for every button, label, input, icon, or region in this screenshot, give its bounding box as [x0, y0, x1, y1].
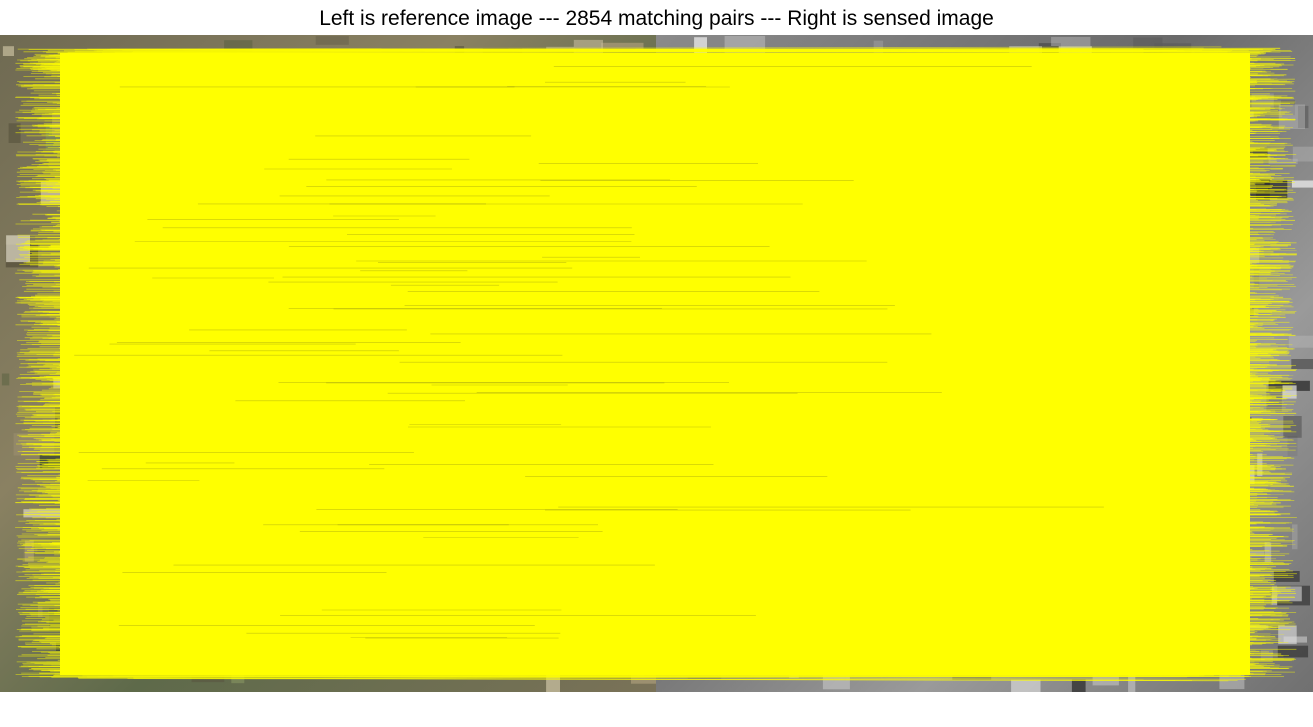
match-lines — [15, 46, 1298, 682]
image-pair-canvas — [0, 35, 1313, 692]
figure-title: Left is reference image --- 2854 matchin… — [319, 7, 994, 30]
